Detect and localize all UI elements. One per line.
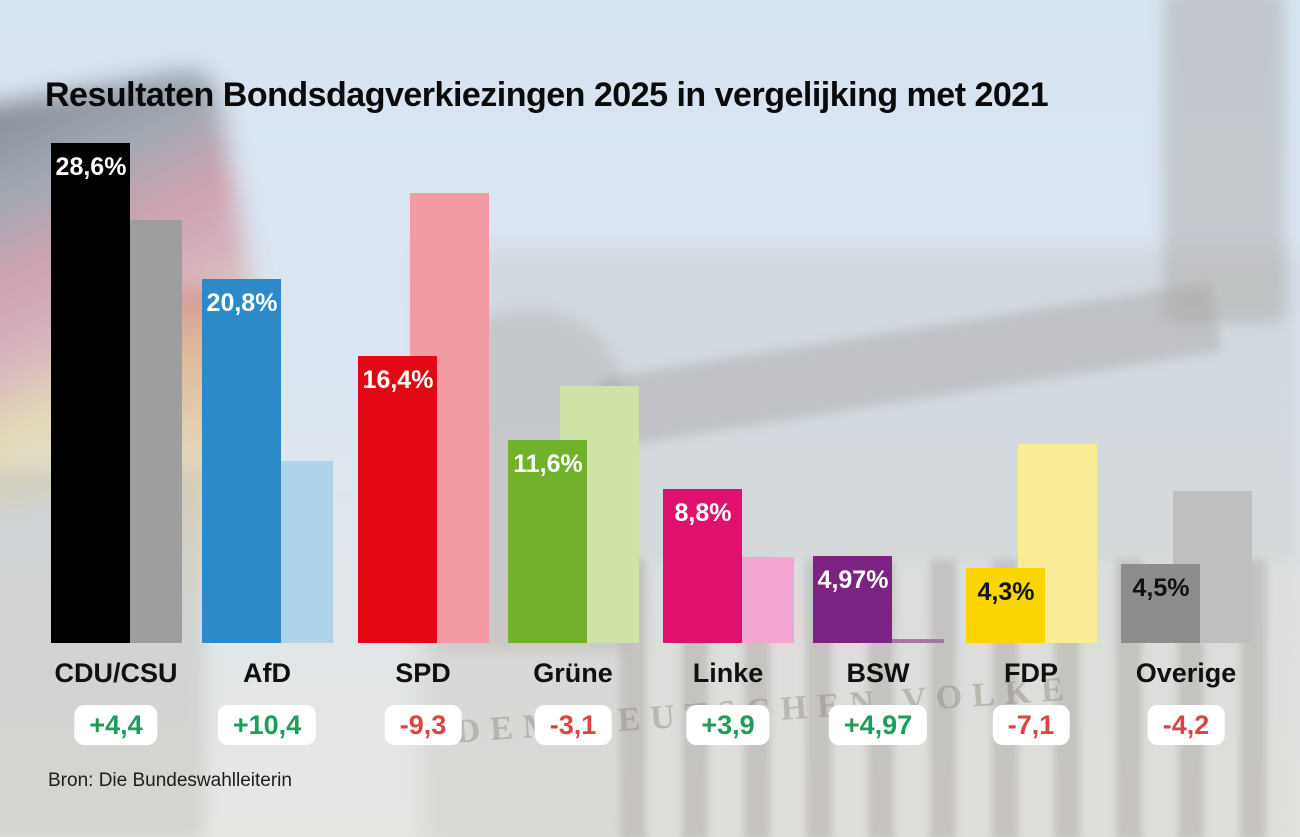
source-note: Bron: Die Bundeswahlleiterin [48,770,292,791]
bar-2025-cdu-csu: 28,6% [51,142,130,643]
change-badge-overige: -4,2 [1147,705,1225,745]
bar-value-label-gr-ne: 11,6% [513,450,583,478]
bar-2025-afd: 20,8% [202,279,281,643]
change-badge-bsw: +4,97 [828,705,928,745]
change-badge-afd: +10,4 [217,705,317,745]
party-label-fdp: FDP [1004,658,1058,688]
bar-value-label-afd: 20,8% [206,289,278,317]
bar-2025-spd: 16,4% [358,356,437,643]
bar-2025-linke: 8,8% [663,489,742,643]
party-label-gr-ne: Grüne [533,658,613,688]
bar-value-label-spd: 16,4% [362,366,434,394]
bar-2025-fdp: 4,3% [966,567,1045,643]
change-badge-fdp: -7,1 [992,705,1070,745]
change-badge-spd: -9,3 [384,705,462,745]
bar-2025-gr-ne: 11,6% [508,440,587,643]
change-badge-cdu-csu: +4,4 [74,705,158,745]
change-badge-linke: +3,9 [686,705,770,745]
bar-value-label-fdp: 4,3% [977,577,1035,606]
bar-2021-bsw [865,639,944,643]
bar-value-label-bsw: 4,97% [817,566,889,595]
bar-chart: 28,6% 20,8% 16,4% 11,6% 8,8% 4,97% 4,3% 4,5% [51,142,1252,643]
change-badge-gr-ne: -3,1 [534,705,612,745]
bar-2025-bsw: 4,97% [813,556,892,643]
party-label-bsw: BSW [846,658,910,688]
bar-2025-overige: 4,5% [1121,564,1200,643]
chart-title: Resultaten Bondsdagverkiezingen 2025 in … [45,75,1049,114]
party-label-spd: SPD [395,658,451,688]
party-label-overige: Overige [1135,658,1237,688]
party-label-afd: AfD [243,658,291,688]
party-label-linke: Linke [692,658,764,688]
party-label-cdu-csu: CDU/CSU [54,658,178,688]
bar-value-label-linke: 8,8% [674,499,732,527]
bar-value-label-overige: 4,5% [1132,574,1190,603]
bar-value-label-cdu-csu: 28,6% [55,152,127,181]
